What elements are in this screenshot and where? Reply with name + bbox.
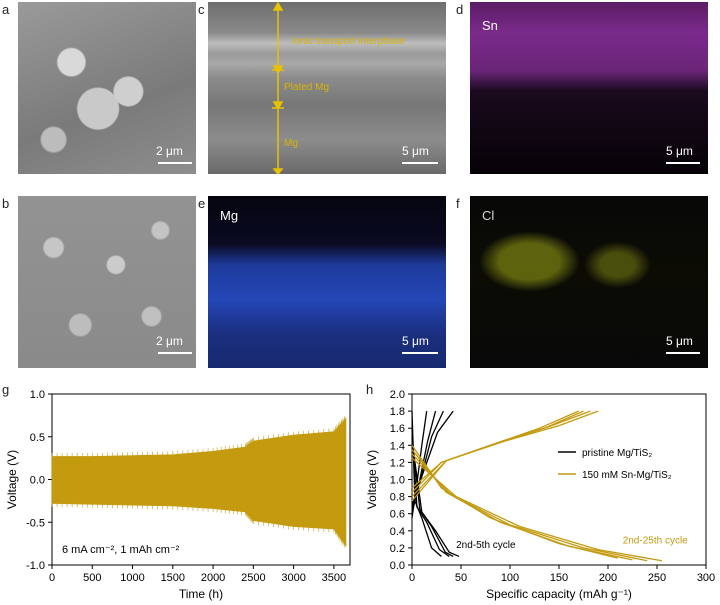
x-tick-label: 2000 <box>201 572 225 584</box>
series-pristine-discharge-curve <box>411 428 450 557</box>
sem-image-b: 2 μm <box>18 196 196 368</box>
y-axis-label: Voltage (V) <box>365 450 379 509</box>
eds-map-cl: Cl 5 μm <box>470 196 708 368</box>
scale-bar-a <box>158 162 192 164</box>
panel-label-e: e <box>198 196 206 211</box>
cycle-label-pristine: 2nd-5th cycle <box>456 540 516 551</box>
scale-label-a: 2 μm <box>156 144 183 158</box>
eds-map-sn: Sn 5 μm <box>470 2 708 174</box>
y-tick-label: 1.4 <box>390 440 405 452</box>
sem-image-a: 2 μm <box>18 2 196 174</box>
series-sn-charge-curve <box>411 410 599 502</box>
panel-label-f: f <box>456 196 460 211</box>
x-axis-label: Specific capacity (mAh g⁻¹) <box>486 587 632 601</box>
y-tick-label: 2.0 <box>390 389 405 401</box>
voltage-time-chart: 0 500 1000 1500 2000 2500 3000 3500 -1.0 -0.5 0.0 0… <box>5 389 351 601</box>
annotation-ionic-interphase: Ionic transport interphase <box>292 36 405 47</box>
y-tick-label: 1.8 <box>390 406 405 418</box>
x-tick-label: 500 <box>83 572 101 584</box>
y-tick-label: 0.8 <box>390 492 405 504</box>
scale-bar-b <box>158 352 192 354</box>
y-tick-label: 1.6 <box>390 423 405 435</box>
scale-label-f: 5 μm <box>666 334 693 348</box>
y-tick-label: 0.5 <box>30 432 45 444</box>
y-tick-label: 0.4 <box>390 526 405 538</box>
y-tick-label: 1.0 <box>390 475 405 487</box>
y-tick-label: 1.0 <box>30 389 45 401</box>
scale-label-b: 2 μm <box>156 334 183 348</box>
panel-label-g: g <box>2 382 10 397</box>
x-axis-label: Time (h) <box>179 587 223 601</box>
x-tick-label: 0 <box>409 572 415 584</box>
series-sn-charge-curve <box>411 410 591 498</box>
x-tick-label: 3000 <box>281 572 305 584</box>
series-pristine-discharge-curve <box>411 440 460 558</box>
x-tick-label: 0 <box>49 572 55 584</box>
legend-entry: pristine Mg/TiS₂ <box>582 448 652 459</box>
element-label-cl: Cl <box>482 208 495 223</box>
x-tick-label: 250 <box>648 572 666 584</box>
x-tick-label: 150 <box>550 572 568 584</box>
series-sn-discharge-curve <box>411 449 633 561</box>
y-tick-label: -0.5 <box>26 517 45 529</box>
scale-bar-c <box>402 162 438 164</box>
y-tick-label: 1.2 <box>390 457 405 469</box>
y-tick-label: 0.0 <box>30 475 45 487</box>
x-tick-label: 1000 <box>120 572 144 584</box>
scale-bar-d <box>666 162 700 164</box>
scale-bar-e <box>402 352 438 354</box>
scale-label-e: 5 μm <box>402 334 429 348</box>
cycling-voltage-band <box>51 417 347 548</box>
cycle-label-sn: 2nd-25th cycle <box>623 536 688 547</box>
y-tick-label: -1.0 <box>26 560 45 572</box>
scale-bar-f <box>666 352 700 354</box>
panel-label-d: d <box>456 2 464 17</box>
y-axis-label: Voltage (V) <box>5 450 19 509</box>
scale-label-c: 5 μm <box>402 144 429 158</box>
y-tick-label: 0.2 <box>390 543 405 555</box>
x-tick-label: 50 <box>455 572 467 584</box>
x-tick-label: 100 <box>501 572 519 584</box>
sem-image-c: Ionic transport interphase Plated Mg Mg … <box>208 2 446 174</box>
series-pristine-discharge-curve <box>411 411 442 557</box>
y-tick-label: 0.0 <box>390 560 405 572</box>
x-tick-label: 1500 <box>161 572 185 584</box>
series-sn-charge-curve <box>411 410 579 489</box>
element-label-sn: Sn <box>482 18 498 33</box>
x-tick-label: 200 <box>599 572 617 584</box>
annotation-plated-mg: Plated Mg <box>284 82 330 93</box>
scale-label-d: 5 μm <box>666 144 693 158</box>
x-tick-label: 2500 <box>241 572 265 584</box>
y-tick-label: 0.6 <box>390 509 405 521</box>
panel-label-h: h <box>366 382 374 397</box>
interphase-arrows <box>272 2 284 174</box>
panel-label-c: c <box>198 2 205 17</box>
x-tick-label: 3500 <box>322 572 346 584</box>
element-label-mg: Mg <box>220 208 239 223</box>
annotation-mg: Mg <box>284 138 298 149</box>
panel-label-b: b <box>2 196 10 211</box>
eds-map-mg: Mg 5 μm <box>208 196 446 368</box>
x-tick-label: 300 <box>697 572 715 584</box>
legend-entry: 150 mM Sn-Mg/TiS₂ <box>582 470 672 481</box>
panel-label-a: a <box>2 2 10 17</box>
series-sn-discharge-curve <box>411 457 663 562</box>
voltage-capacity-chart: 0 50 100 150 200 250 300 0.0 0.2 0.4 0.6 0.8 1.0 1.2 1… <box>365 389 715 601</box>
condition-annotation: 6 mA cm⁻², 1 mAh cm⁻² <box>62 544 180 556</box>
